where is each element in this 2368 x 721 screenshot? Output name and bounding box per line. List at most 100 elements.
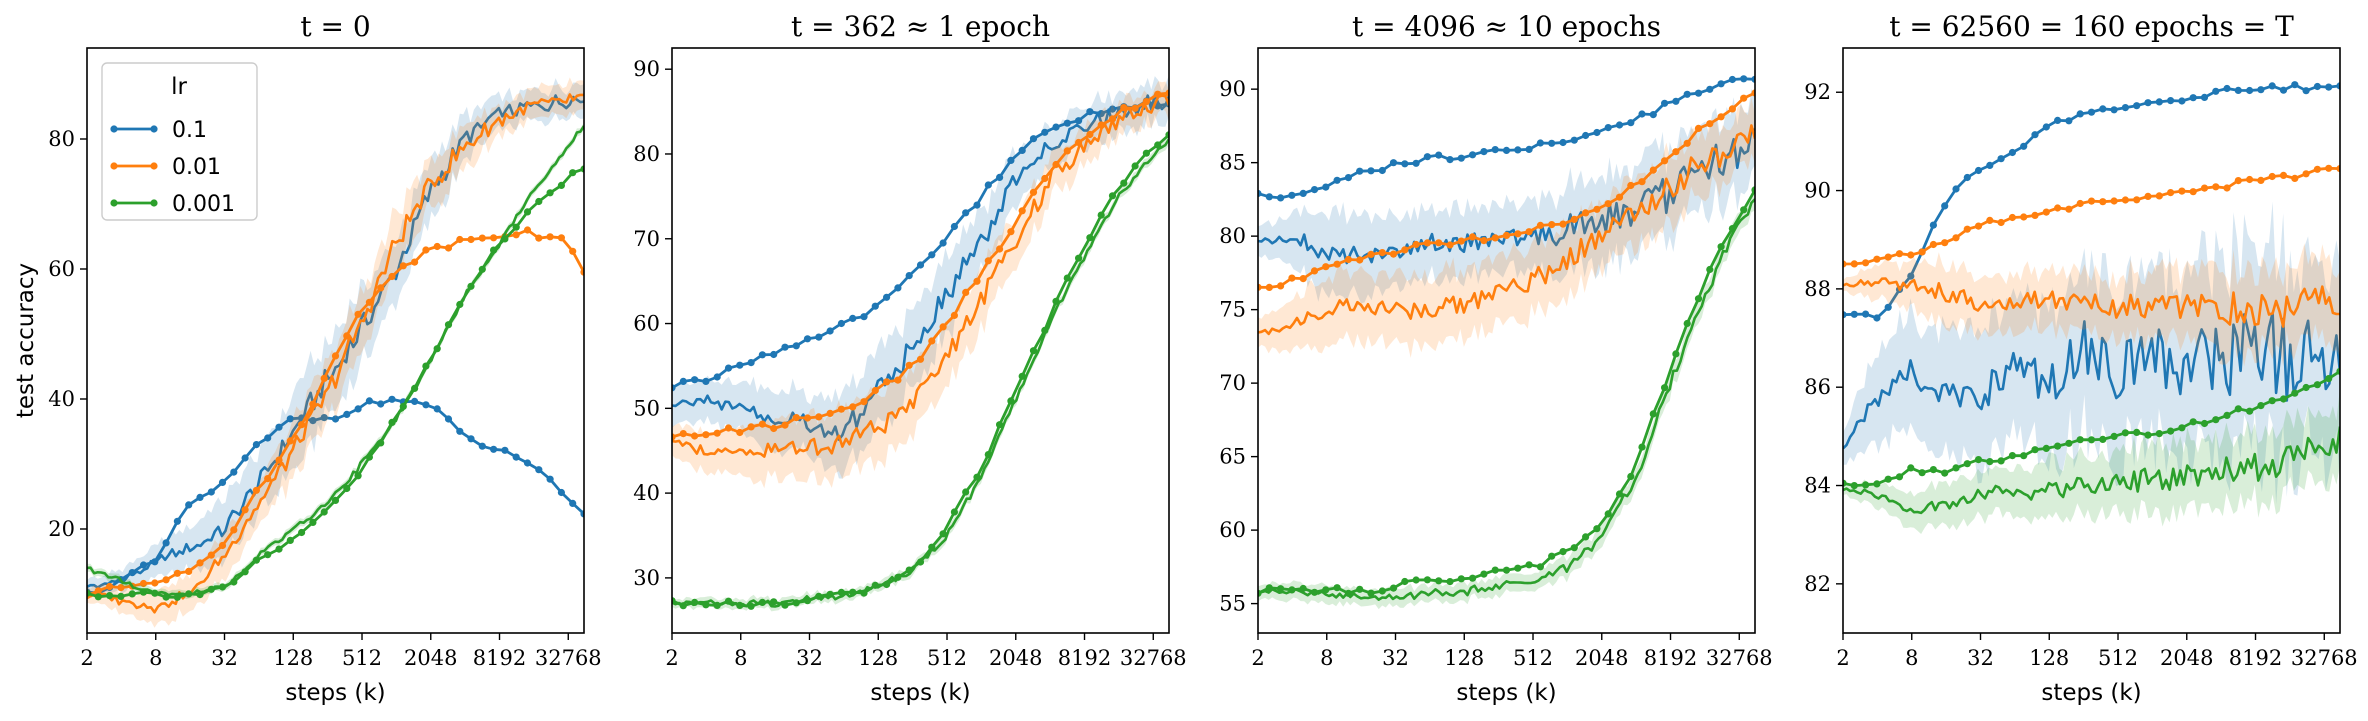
data-point-lr-0.1 <box>433 405 441 413</box>
data-point-lr-0.01 <box>2189 188 2197 196</box>
data-point-lr-0.001 <box>535 197 543 206</box>
data-point-lr-0.1 <box>2212 87 2220 95</box>
x-tick-label: 32768 <box>535 646 602 670</box>
data-point-lr-0.1 <box>286 415 294 423</box>
data-point-lr-0.001 <box>1389 584 1398 592</box>
data-point-lr-0.1 <box>2313 82 2321 91</box>
data-point-lr-0.1 <box>962 209 970 217</box>
data-point-lr-0.001 <box>1672 350 1680 358</box>
x-tick-label: 32768 <box>1120 646 1187 670</box>
data-point-lr-0.001 <box>1491 566 1499 574</box>
data-point-lr-0.1 <box>1740 75 1748 83</box>
x-tick-label: 32768 <box>1706 646 1773 670</box>
data-point-lr-0.1 <box>1277 194 1285 202</box>
data-point-lr-0.1 <box>2200 93 2209 101</box>
data-point-lr-0.1 <box>343 410 351 418</box>
data-point-lr-0.01 <box>1570 215 1578 223</box>
data-point-lr-0.001 <box>2167 427 2175 435</box>
data-point-lr-0.01 <box>1265 283 1273 291</box>
data-point-lr-0.1 <box>837 319 846 328</box>
data-point-lr-0.1 <box>1389 159 1398 167</box>
data-point-lr-0.1 <box>860 313 868 321</box>
data-point-lr-0.1 <box>1941 202 1949 210</box>
data-point-lr-0.01 <box>815 413 823 421</box>
data-point-lr-0.1 <box>1706 85 1714 93</box>
data-point-lr-0.1 <box>1997 155 2005 163</box>
data-point-lr-0.1 <box>1029 135 1038 143</box>
data-point-lr-0.001 <box>2336 367 2340 375</box>
data-point-lr-0.1 <box>1570 136 1578 144</box>
data-point-lr-0.001 <box>939 530 947 538</box>
data-point-lr-0.01 <box>1029 188 1038 196</box>
data-point-lr-0.001 <box>1974 456 1983 464</box>
data-point-lr-0.01 <box>2076 199 2084 208</box>
data-point-lr-0.01 <box>1131 104 1139 112</box>
data-point-lr-0.001 <box>1457 575 1465 583</box>
legend-entry-label: 0.1 <box>172 118 207 143</box>
data-point-lr-0.1 <box>1322 183 1330 191</box>
data-point-lr-0.001 <box>87 589 91 597</box>
data-point-lr-0.1 <box>871 302 879 310</box>
data-point-lr-0.1 <box>1356 167 1364 175</box>
y-tick-label: 80 <box>1219 224 1246 248</box>
data-point-lr-0.01 <box>2212 183 2220 191</box>
series-line-lr-0.001 <box>672 138 1169 608</box>
axes-frame <box>1257 47 1756 634</box>
data-point-lr-0.1 <box>996 173 1004 181</box>
y-tick-label: 90 <box>1804 179 1831 203</box>
data-point-lr-0.1 <box>320 414 328 422</box>
data-point-lr-0.01 <box>1480 237 1488 245</box>
series-line-lr-0.1 <box>1843 311 2340 450</box>
data-point-lr-0.1 <box>950 222 959 231</box>
data-point-lr-0.001 <box>1154 141 1162 149</box>
data-point-lr-0.1 <box>1728 75 1736 84</box>
data-point-lr-0.1 <box>162 539 170 547</box>
legend-swatch-dot <box>110 199 118 207</box>
data-point-lr-0.01 <box>1895 250 1904 258</box>
data-point-lr-0.01 <box>320 374 328 382</box>
data-point-lr-0.1 <box>377 400 385 408</box>
data-point-lr-0.001 <box>2212 416 2220 424</box>
data-point-lr-0.01 <box>826 409 834 417</box>
data-point-lr-0.001 <box>1165 131 1169 139</box>
data-point-lr-0.001 <box>1063 274 1071 282</box>
data-point-lr-0.001 <box>309 518 317 527</box>
data-point-lr-0.01 <box>1963 225 1971 233</box>
data-point-lr-0.01 <box>758 420 767 428</box>
data-point-lr-0.001 <box>343 484 351 493</box>
data-point-lr-0.01 <box>1929 240 1937 249</box>
data-point-lr-0.001 <box>117 592 125 601</box>
data-point-lr-0.01 <box>1638 178 1646 186</box>
series-line-lr-0.1 <box>672 94 1169 441</box>
data-point-lr-0.1 <box>2234 86 2242 94</box>
data-point-lr-0.1 <box>218 478 227 486</box>
series-line-lr-0.01 <box>87 93 584 614</box>
y-tick-label: 84 <box>1804 474 1831 498</box>
band-lr-0.1 <box>87 78 584 597</box>
data-point-lr-0.01 <box>984 257 992 265</box>
data-point-lr-0.001 <box>2133 428 2141 436</box>
data-point-lr-0.1 <box>770 350 778 359</box>
data-point-lr-0.001 <box>996 421 1004 429</box>
data-point-lr-0.01 <box>792 414 800 422</box>
data-point-lr-0.1 <box>1907 272 1915 280</box>
data-point-lr-0.001 <box>2087 436 2096 444</box>
data-point-lr-0.001 <box>1142 149 1150 157</box>
x-tick-label: 8 <box>149 646 162 670</box>
data-point-lr-0.1 <box>1862 310 1870 318</box>
data-point-lr-0.01 <box>1683 139 1691 147</box>
data-point-lr-0.1 <box>1649 111 1657 119</box>
data-point-lr-0.01 <box>1446 241 1454 249</box>
legend-swatch-dot <box>150 125 158 133</box>
data-point-lr-0.1 <box>2178 97 2186 105</box>
data-point-lr-0.01 <box>2291 174 2299 182</box>
data-point-lr-0.1 <box>1041 128 1049 136</box>
data-point-lr-0.01 <box>1457 237 1465 245</box>
data-point-lr-0.001 <box>94 593 102 601</box>
y-tick-label: 65 <box>1219 445 1246 469</box>
y-tick-label: 30 <box>633 566 660 590</box>
band-lr-0.01 <box>672 81 1169 489</box>
data-point-lr-0.001 <box>106 592 114 600</box>
y-tick-label: 86 <box>1804 375 1831 399</box>
data-point-lr-0.01 <box>1918 248 1926 256</box>
